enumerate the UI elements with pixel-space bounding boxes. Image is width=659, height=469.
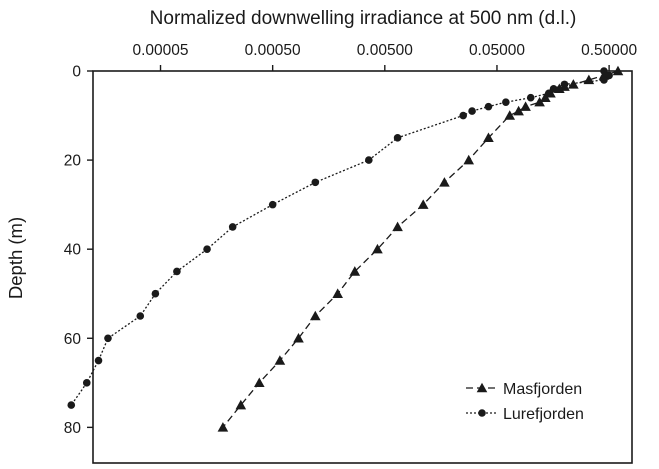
series-lurefjorden xyxy=(67,67,613,409)
chart-title: Normalized downwelling irradiance at 500… xyxy=(150,8,577,29)
data-point-lurefjorden xyxy=(104,334,112,343)
data-point-lurefjorden xyxy=(151,289,160,298)
x-tick-label: 0.00500 xyxy=(357,42,413,59)
legend-label-lurefjorden: Lurefjorden xyxy=(503,406,584,423)
data-point-lurefjorden xyxy=(468,107,476,115)
data-point-masfjorden xyxy=(583,74,595,85)
series-masfjorden xyxy=(217,65,624,432)
y-axis-label: Depth (m) xyxy=(5,217,26,299)
y-tick-label: 80 xyxy=(64,420,82,437)
data-point-masfjorden xyxy=(483,132,494,143)
x-tick-label: 0.05000 xyxy=(469,42,525,59)
data-point-lurefjorden xyxy=(268,200,277,209)
data-point-masfjorden xyxy=(274,355,286,365)
data-point-masfjorden xyxy=(217,422,229,432)
y-axis: 0 20 40 60 80 xyxy=(64,64,93,437)
y-tick-label: 40 xyxy=(64,242,82,259)
data-point-masfjorden xyxy=(504,110,516,120)
series-layer xyxy=(67,65,624,432)
data-point-masfjorden xyxy=(254,377,265,388)
legend-marker-lurefjorden xyxy=(478,409,486,417)
data-point-lurefjorden xyxy=(459,111,468,120)
data-point-lurefjorden xyxy=(67,401,76,409)
data-point-masfjorden xyxy=(513,105,524,116)
data-point-lurefjorden xyxy=(82,379,91,387)
data-point-masfjorden xyxy=(293,332,304,343)
data-point-masfjorden xyxy=(540,92,551,102)
data-point-masfjorden xyxy=(612,65,624,76)
data-point-lurefjorden xyxy=(526,93,535,102)
data-point-lurefjorden xyxy=(136,312,145,320)
data-point-masfjorden xyxy=(417,199,429,209)
data-point-lurefjorden xyxy=(203,245,211,253)
data-point-lurefjorden xyxy=(600,67,608,75)
y-tick-label: 20 xyxy=(64,153,82,170)
series-line-lurefjorden xyxy=(70,70,611,406)
plot-area-frame xyxy=(92,70,633,464)
data-point-lurefjorden xyxy=(365,156,373,164)
legend: Masfjorden Lurefjorden xyxy=(466,381,584,423)
data-point-lurefjorden xyxy=(94,356,103,365)
legend-label-masfjorden: Masfjorden xyxy=(503,381,582,398)
series-line-masfjorden xyxy=(222,70,619,428)
data-point-lurefjorden xyxy=(605,71,613,80)
x-tick-label: 0.00050 xyxy=(245,42,301,59)
data-point-lurefjorden xyxy=(311,178,320,187)
x-tick-label: 0.50000 xyxy=(581,42,637,59)
data-point-lurefjorden xyxy=(484,102,493,111)
data-point-lurefjorden xyxy=(545,89,553,98)
data-point-masfjorden xyxy=(520,101,531,111)
x-tick-label: 0.00005 xyxy=(133,42,189,59)
data-point-masfjorden xyxy=(332,288,343,298)
data-point-lurefjorden xyxy=(560,80,569,89)
data-point-masfjorden xyxy=(392,221,403,232)
y-tick-label: 60 xyxy=(64,331,82,348)
data-point-masfjorden xyxy=(310,310,321,321)
data-point-lurefjorden xyxy=(600,76,608,84)
data-point-masfjorden xyxy=(349,266,361,276)
data-point-masfjorden xyxy=(534,96,545,107)
legend-marker-masfjorden xyxy=(476,382,488,393)
legend-item-masfjorden: Masfjorden xyxy=(466,381,582,398)
x-axis: 0.00005 0.00050 0.00500 0.05000 0.50000 xyxy=(133,42,638,71)
data-point-lurefjorden xyxy=(549,85,558,93)
data-point-masfjorden xyxy=(372,243,383,254)
data-point-lurefjorden xyxy=(228,223,237,231)
data-point-masfjorden xyxy=(463,154,475,165)
legend-item-lurefjorden: Lurefjorden xyxy=(466,406,584,423)
data-point-lurefjorden xyxy=(393,134,402,142)
data-point-lurefjorden xyxy=(173,267,181,276)
data-point-masfjorden xyxy=(439,177,450,187)
y-tick-label: 0 xyxy=(72,64,81,81)
data-point-masfjorden xyxy=(235,399,247,410)
data-point-lurefjorden xyxy=(502,98,510,106)
